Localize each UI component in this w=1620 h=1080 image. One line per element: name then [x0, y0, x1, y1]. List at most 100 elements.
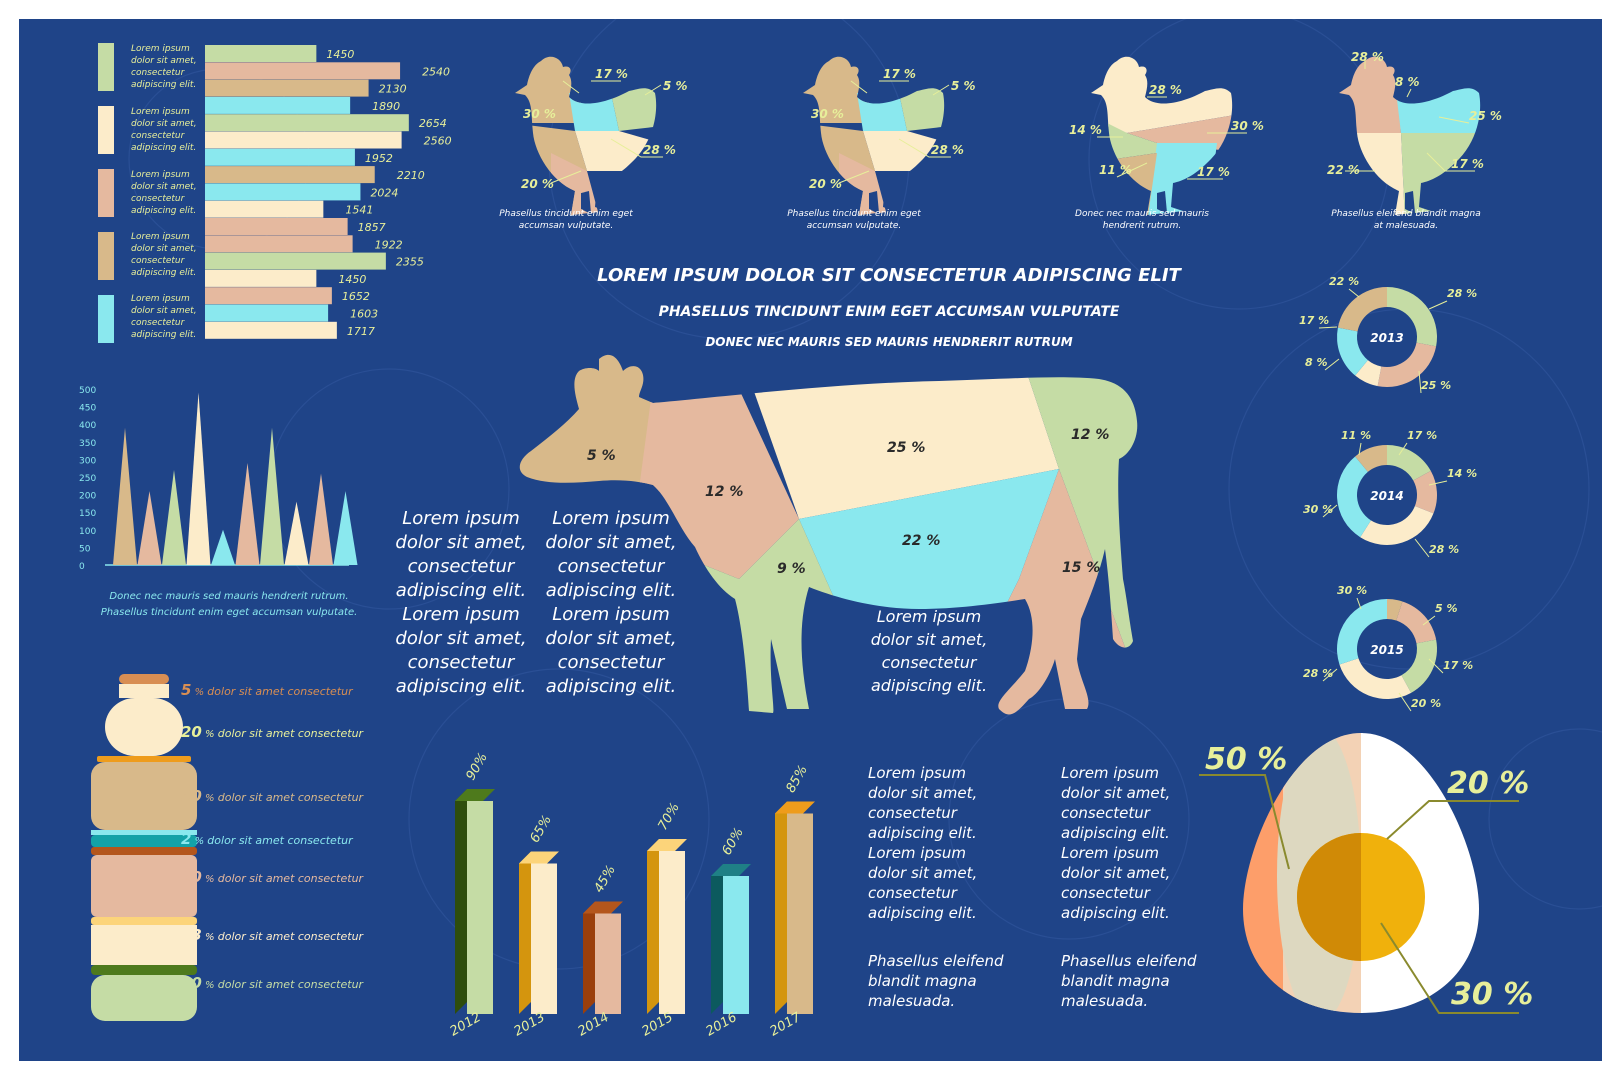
bar3d-category-label: 2017 — [768, 1010, 805, 1040]
chicken-label: 30 % — [811, 80, 868, 121]
leader-line — [1406, 88, 1412, 98]
cow-segment — [519, 354, 659, 499]
leader-line — [1428, 300, 1448, 310]
chicken-1 — [515, 56, 657, 216]
hbar-bar — [205, 269, 317, 287]
hbar-chart: 1450 2540 2130 1890 2654 2560 1952 2210 2024 1541… — [98, 43, 452, 343]
chicken-caption-2: Phasellus tincidunt enim eget accumsan v… — [787, 209, 921, 231]
hbar-bar — [205, 252, 386, 270]
chicken-pct-label: 28 % — [931, 143, 964, 157]
chicken-label: 28 % — [898, 138, 964, 158]
donut-slice — [1387, 287, 1437, 347]
donut-pct-label: 17 % — [1407, 429, 1437, 442]
bar3d-top — [775, 801, 815, 814]
chicken-label: 22 % — [1327, 163, 1375, 177]
y-tick-label: 200 — [79, 492, 96, 502]
bar3d-value-label: 45% — [591, 863, 618, 896]
hbar-value-label: 1450 — [338, 273, 366, 286]
chicken-label: 17 % — [1426, 152, 1484, 172]
donut-slice — [1401, 639, 1437, 693]
y-tick-label: 500 — [79, 386, 96, 396]
egg-pct-label: 30 % — [1451, 977, 1533, 1012]
chicken-pct-label: 14 % — [1069, 123, 1102, 137]
bar3d-side — [711, 864, 723, 1014]
leader-line — [898, 138, 951, 158]
leader-line — [1199, 774, 1290, 870]
bar3d-chart: 90% 2012 65% 2013 45% 2014 70% 2015 60% 2016 85% 20… — [448, 750, 815, 1040]
bottle-layer — [91, 847, 197, 855]
donut-slice — [1355, 360, 1382, 387]
hbar-value-label: 1857 — [358, 221, 386, 234]
bar3d-front — [787, 813, 813, 1014]
cow-segment — [1019, 354, 1138, 715]
donut-slice — [1337, 456, 1371, 538]
leader-line — [1380, 922, 1519, 1014]
bottle-legend-item: 2 % dolor sit amet consectetur — [181, 830, 354, 848]
donut-slice — [1337, 599, 1387, 665]
leader-line — [932, 84, 950, 96]
leader-line — [1418, 370, 1422, 394]
donut-pct-label: 8 % — [1305, 356, 1328, 369]
bottle-layer — [105, 698, 183, 756]
leader-line — [1356, 597, 1362, 610]
hbar-value-label: 1603 — [350, 308, 378, 321]
chicken-pct-label: 11 % — [1099, 163, 1132, 177]
hbar-legend-swatch — [98, 106, 114, 154]
peak — [211, 529, 235, 565]
bottle-layer — [119, 684, 169, 698]
bottle-legend-item: 20 % dolor sit amet consectetur — [181, 723, 365, 741]
hbar-bar — [205, 148, 355, 166]
donut-pct-label: 30 % — [1337, 584, 1367, 597]
bottle-legend-item: 5 % dolor sit amet consectetur — [181, 681, 354, 699]
donut-slice — [1413, 470, 1437, 514]
leader-line — [1428, 480, 1448, 486]
bg-swirl — [1488, 728, 1602, 910]
hbar-value-label: 1450 — [326, 48, 354, 61]
chicken-pct-label: 5 % — [951, 79, 976, 93]
chicken-segment — [1425, 73, 1481, 133]
hbar-value-label: 1541 — [345, 204, 373, 217]
bottle-layer — [91, 975, 197, 1021]
chicken-label: 28 % — [1351, 50, 1384, 69]
egg-chart: 50 % 20 % 30 % — [1199, 733, 1533, 1014]
bar3d-side — [519, 851, 531, 1014]
bar3d-top — [519, 851, 559, 864]
bottle-layer — [91, 830, 197, 835]
hbar-legend-text-1: Lorem ipsum dolor sit amet, consectetur … — [131, 44, 197, 90]
chicken-pct-label: 28 % — [1351, 50, 1384, 64]
egg-yolk-shadow — [1297, 833, 1361, 961]
hbar-value-label: 2540 — [422, 65, 450, 78]
leader-line — [1322, 668, 1338, 682]
y-tick-label: 300 — [79, 456, 96, 466]
bottle-layer — [91, 762, 197, 830]
chicken-segment — [899, 83, 945, 131]
donut-pct-label: 5 % — [1435, 602, 1458, 615]
donut-pct-label: 14 % — [1447, 467, 1477, 480]
cow-segment — [739, 354, 1059, 519]
hbar-bar — [205, 200, 324, 218]
chicken-caption-3: Donec nec mauris sed mauris hendrerit ru… — [1075, 209, 1209, 231]
peak — [162, 469, 186, 565]
leader-line — [1322, 504, 1338, 518]
bar3d-category-label: 2012 — [448, 1010, 484, 1040]
donut-slice — [1387, 445, 1431, 481]
hbar-bar — [205, 183, 361, 201]
hbar-value-label: 1717 — [347, 325, 375, 338]
infographic-canvas: 1450 2540 2130 1890 2654 2560 1952 2210 2024 1541… — [19, 19, 1602, 1061]
peak — [235, 462, 260, 565]
peak — [260, 427, 284, 565]
leader-line — [1398, 442, 1408, 456]
hbar-value-label: 1652 — [342, 290, 370, 303]
hbar-bar — [205, 287, 332, 305]
chicken-pct-label: 28 % — [643, 143, 676, 157]
hbar-legend-swatch — [98, 295, 114, 343]
hbar-bar — [205, 304, 329, 322]
donut-slice — [1396, 601, 1437, 644]
bar3d-side — [775, 801, 787, 1014]
chicken-pct-label: 20 % — [809, 177, 842, 191]
bar3d-value-label: 90% — [463, 750, 490, 783]
chicken-pct-label: 25 % — [1469, 109, 1502, 123]
y-tick-label: 50 — [79, 544, 91, 554]
peak — [333, 491, 358, 565]
bar3d-value-label: 70% — [655, 800, 682, 833]
